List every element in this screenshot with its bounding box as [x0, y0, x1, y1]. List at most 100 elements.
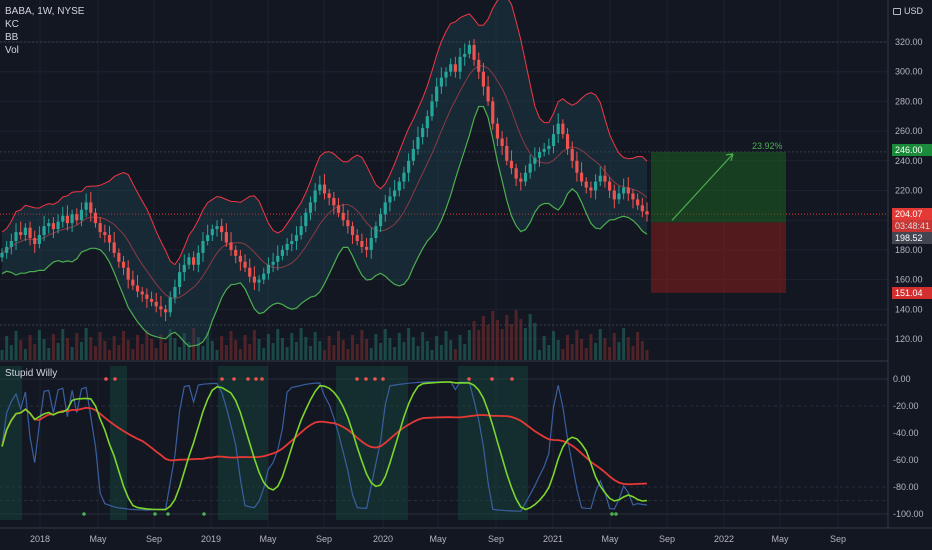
- candle-body: [486, 86, 490, 102]
- oscillator-shade-zone: [0, 366, 22, 520]
- volume-bar: [402, 342, 406, 360]
- candle-body: [364, 246, 369, 250]
- volume-bar: [42, 339, 46, 360]
- candle-body: [561, 123, 565, 135]
- price-axis-panel: [888, 0, 932, 550]
- candle-body: [603, 175, 607, 182]
- indicator-label-kc[interactable]: KC: [5, 19, 19, 30]
- candle-body: [444, 71, 448, 78]
- volume-bar: [570, 344, 574, 360]
- candle-body: [299, 226, 303, 236]
- volume-bar: [552, 331, 556, 360]
- volume-bar: [631, 346, 635, 360]
- candle-body: [393, 190, 397, 197]
- overbought-marker: [254, 377, 258, 381]
- volume-bar: [238, 349, 242, 360]
- entry-price-tag: 198.52: [892, 232, 932, 244]
- volume-bar: [299, 328, 303, 360]
- oscillator-shade-zone: [336, 366, 408, 520]
- volume-bar: [164, 343, 168, 360]
- candle-body: [47, 223, 51, 227]
- volume-bar: [206, 332, 210, 360]
- candle-body: [421, 128, 425, 138]
- volume-bar: [220, 336, 224, 360]
- candle-body: [131, 279, 135, 286]
- volume-bar: [70, 347, 74, 360]
- candle-body: [229, 242, 233, 250]
- volume-bar: [75, 333, 79, 360]
- volume-bar: [234, 340, 238, 360]
- volume-bar: [262, 348, 266, 360]
- candle-body: [117, 252, 121, 262]
- candle-body: [56, 221, 60, 230]
- volume-bar: [369, 348, 373, 360]
- candle-body: [33, 238, 37, 244]
- candle-body: [570, 148, 574, 161]
- volume-bar: [360, 330, 364, 360]
- candle-body: [140, 291, 144, 295]
- volume-bar: [608, 347, 612, 360]
- candle-body: [505, 145, 509, 161]
- volume-bar: [280, 338, 284, 360]
- overbought-marker: [381, 377, 385, 381]
- chart-legend: BABA, 1W, NYSE KC BB Vol: [5, 5, 84, 57]
- volume-bar: [182, 333, 186, 360]
- candle-body: [411, 148, 415, 161]
- oversold-marker: [82, 512, 86, 516]
- volume-bar: [421, 332, 425, 360]
- candle-body: [593, 181, 598, 191]
- candle-body: [224, 232, 228, 243]
- volume-bar: [290, 333, 294, 360]
- volume-bar: [168, 329, 172, 360]
- candle-body: [42, 226, 46, 236]
- volume-bar: [61, 329, 65, 360]
- volume-bar: [332, 345, 336, 360]
- candle-body: [201, 240, 205, 253]
- oscillator-title[interactable]: Stupid Willy: [5, 368, 58, 379]
- volume-bar: [215, 350, 219, 360]
- volume-bar: [229, 331, 233, 360]
- candle-body: [163, 309, 168, 313]
- candle-body: [374, 226, 378, 239]
- candle-body: [509, 160, 514, 169]
- volume-bar: [0, 350, 4, 360]
- volume-bar: [645, 350, 649, 360]
- volume-bar: [257, 339, 261, 360]
- oscillator-shade-zone: [458, 366, 528, 520]
- time-axis-panel: [0, 528, 932, 550]
- volume-bar: [285, 347, 289, 360]
- candle-body: [206, 235, 210, 241]
- stop-zone: [651, 222, 786, 293]
- candle-body: [65, 215, 70, 224]
- candle-body: [528, 163, 532, 173]
- candle-body: [243, 261, 247, 268]
- price-tick-label: 160.00: [895, 275, 923, 285]
- candle-body: [565, 134, 570, 149]
- last-price-tag: 204.07: [892, 208, 932, 220]
- symbol-title[interactable]: BABA, 1W, NYSE: [5, 6, 85, 17]
- overbought-marker: [355, 377, 359, 381]
- candle-body: [598, 175, 602, 182]
- candle-body: [252, 276, 256, 283]
- candle-body: [89, 202, 93, 213]
- indicator-label-bb[interactable]: BB: [5, 32, 19, 43]
- candle-body: [407, 160, 411, 173]
- candle-body: [126, 267, 130, 280]
- long-position-tool[interactable]: [651, 151, 786, 293]
- volume-bar: [467, 330, 471, 360]
- indicator-label-vol[interactable]: Vol: [5, 45, 19, 56]
- stupid-willy-oscillator: [1, 377, 648, 516]
- volume-bar: [463, 344, 467, 360]
- volume-bar: [603, 338, 607, 360]
- volume-bar: [304, 337, 308, 360]
- volume-bar: [435, 336, 439, 360]
- candle-body: [322, 184, 327, 194]
- slow-average-line: [1, 406, 648, 486]
- candle-body: [79, 209, 84, 221]
- overbought-marker: [104, 377, 108, 381]
- candle-body: [0, 252, 4, 258]
- candle-body: [463, 53, 467, 57]
- volume-bar: [131, 349, 135, 360]
- currency-button[interactable]: USD: [893, 4, 927, 18]
